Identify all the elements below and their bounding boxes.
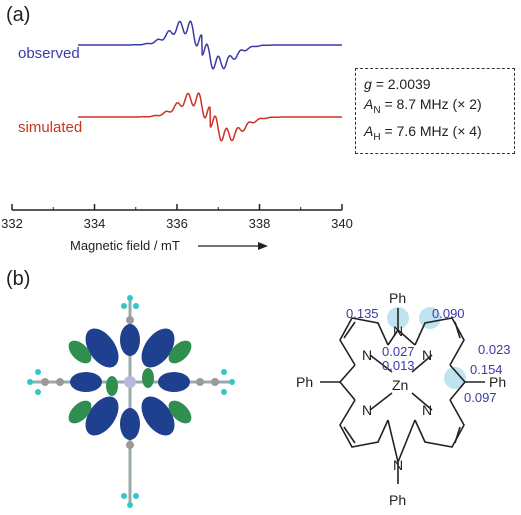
an-value: = 8.7 MHz (× 2) xyxy=(384,96,482,112)
ah-line: AH = 7.6 MHz (× 4) xyxy=(364,121,506,148)
n-lower-left-label: N xyxy=(362,402,372,418)
hydrogen-atoms xyxy=(27,295,235,508)
an-line: AN = 8.7 MHz (× 2) xyxy=(364,94,506,121)
x-tick-label-334: 334 xyxy=(84,216,106,231)
spin-density-7: 0.097 xyxy=(464,390,497,405)
ph-bottom-label: Ph xyxy=(389,492,406,508)
n-lower-right-label: N xyxy=(422,402,432,418)
ph-left-label: Ph xyxy=(296,374,313,390)
spin-density-6: 0.154 xyxy=(470,362,503,377)
panel-a-label: (a) xyxy=(6,4,31,26)
spin-density-4: 0.027 xyxy=(382,344,415,359)
spin-density-2: 0.090 xyxy=(432,306,465,321)
spin-density-3: 0.023 xyxy=(478,342,511,357)
panel-b-label: (b) xyxy=(6,268,31,290)
n-left-label: N xyxy=(362,347,372,363)
ah-sub: H xyxy=(373,131,381,143)
spin-density-1: 0.135 xyxy=(346,306,379,321)
series-label-observed: observed xyxy=(18,45,80,62)
an-symbol: A xyxy=(364,96,374,112)
n-right-label: N xyxy=(422,347,432,363)
an-sub: N xyxy=(373,104,381,116)
series-line-simulated xyxy=(78,92,342,142)
structure-bonds xyxy=(320,308,485,484)
g-factor-line: g = 2.0039 xyxy=(364,74,506,94)
x-tick-label-340: 340 xyxy=(331,216,353,231)
g-symbol: g xyxy=(364,76,372,92)
orbital-molecule xyxy=(27,295,235,508)
ph-top-label: Ph xyxy=(389,290,406,306)
n-top-label: N xyxy=(393,323,403,339)
ah-symbol: A xyxy=(364,122,374,139)
x-tick-label-338: 338 xyxy=(249,216,271,231)
n-bottom-label: N xyxy=(393,457,403,473)
x-axis-arrowhead xyxy=(258,242,268,250)
series-label-simulated: simulated xyxy=(18,119,82,136)
zinc-atom xyxy=(124,376,136,388)
orbital-lobes xyxy=(68,324,192,440)
parameter-box: g = 2.0039 AN = 8.7 MHz (× 2) AH = 7.6 M… xyxy=(355,68,515,154)
x-tick-label-332: 332 xyxy=(1,216,23,231)
ah-value: = 7.6 MHz (× 4) xyxy=(384,122,482,139)
spin-highlights xyxy=(387,307,466,389)
spin-density-5: 0.013 xyxy=(382,358,415,373)
g-value: = 2.0039 xyxy=(375,76,431,92)
zn-label: Zn xyxy=(392,377,408,393)
carbon-atoms xyxy=(41,316,219,449)
ph-right-label: Ph xyxy=(489,374,506,390)
x-axis-label: Magnetic field / mT xyxy=(70,238,180,253)
x-tick-label-336: 336 xyxy=(166,216,188,231)
epr-spectrum-chart: 332 334 336 338 340 Magnetic field / mT observ… xyxy=(1,20,353,253)
series-line-observed xyxy=(78,20,342,70)
